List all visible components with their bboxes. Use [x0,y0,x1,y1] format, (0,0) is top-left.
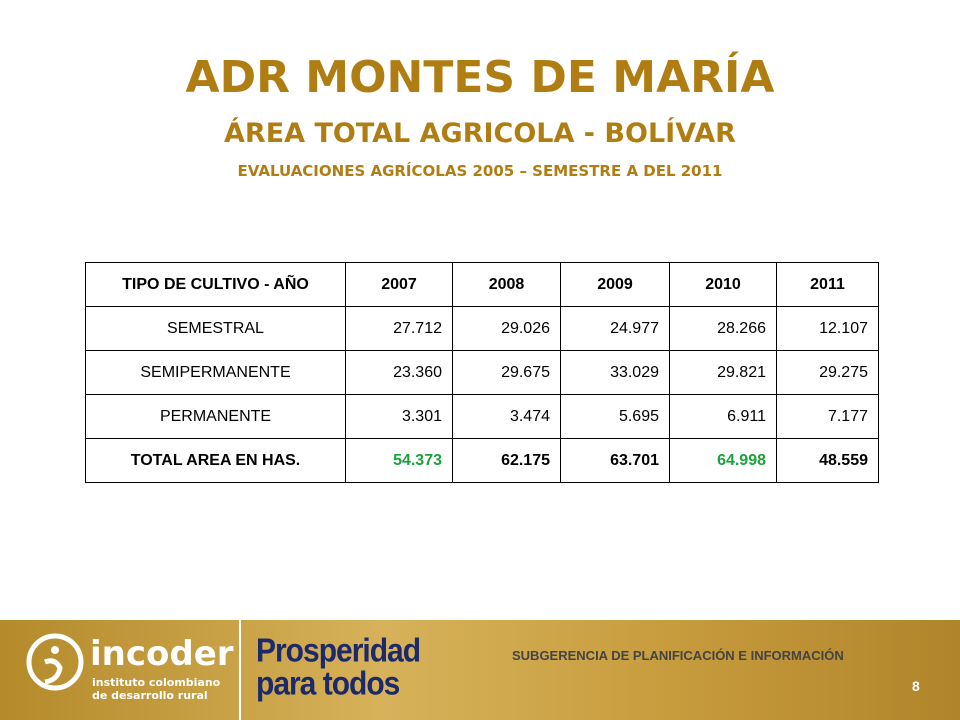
column-header: TIPO DE CULTIVO - AÑO [85,262,346,307]
cell: 12.107 [776,306,879,351]
column-header: 2010 [669,262,777,307]
cell: 63.701 [560,438,670,483]
logo-dot [51,646,59,654]
row: PERMANENTE 3.301 3.474 5.695 6.911 7.177 [85,394,879,439]
cell: 23.360 [345,350,453,395]
cell: 29.026 [452,306,561,351]
cell: 3.474 [452,394,561,439]
slogan: Prosperidad para todos [256,632,421,703]
column-header: 2009 [560,262,670,307]
column-header: 2007 [345,262,453,307]
cell: 7.177 [776,394,879,439]
logo-tagline-2: de desarrollo rural [92,689,208,702]
cell: SEMIPERMANENTE [85,350,346,395]
cell: PERMANENTE [85,394,346,439]
row: SEMIPERMANENTE 23.360 29.675 33.029 29.821 29… [85,350,879,395]
cell: 54.373 [345,438,453,483]
cell: 29.675 [452,350,561,395]
logo-name: incoder [90,634,234,674]
total-row: TOTAL AREA EN HAS. 54.373 62.175 63.701 64.9… [85,438,879,483]
row: SEMESTRAL 27.712 29.026 24.977 28.266 12.107 [85,306,879,351]
cell: 29.821 [669,350,777,395]
logo-mark [44,658,63,685]
header-row: TIPO DE CULTIVO - AÑO 2007 2008 2009 201… [85,262,879,307]
cell: 27.712 [345,306,453,351]
cell: 28.266 [669,306,777,351]
note: EVALUACIONES AGRÍCOLAS 2005 – SEMESTRE A… [237,162,723,180]
cell: 29.275 [776,350,879,395]
footer-graphics [26,620,241,720]
logo-ring [26,633,84,691]
page-number: 8 [912,678,920,694]
cell: 3.301 [345,394,453,439]
cell: 6.911 [669,394,777,439]
cell: TOTAL AREA EN HAS. [85,438,346,483]
column-header: 2011 [776,262,879,307]
cell: 5.695 [560,394,670,439]
footer: incoder instituto colombiano de desarroll… [0,620,960,720]
cell: 24.977 [560,306,670,351]
data-table: TIPO DE CULTIVO - AÑO 2007 2008 2009 201… [85,262,879,483]
cell: 48.559 [776,438,879,483]
department: SUBGERENCIA DE PLANIFICACIÓN E INFORMACI… [512,648,844,663]
title: ADR MONTES DE MARÍA [185,52,775,103]
slogan-2: para todos [256,665,400,703]
column-header: 2008 [452,262,561,307]
slogan-1: Prosperidad [256,632,421,670]
subtitle: ÁREA TOTAL AGRICOLA - BOLÍVAR [224,118,736,149]
cell: 64.998 [669,438,777,483]
cell: 62.175 [452,438,561,483]
cell: 33.029 [560,350,670,395]
cell: SEMESTRAL [85,306,346,351]
logo-tagline: instituto colombiano de desarrollo rural [92,676,220,702]
logo-tagline-1: instituto colombiano [92,676,221,689]
